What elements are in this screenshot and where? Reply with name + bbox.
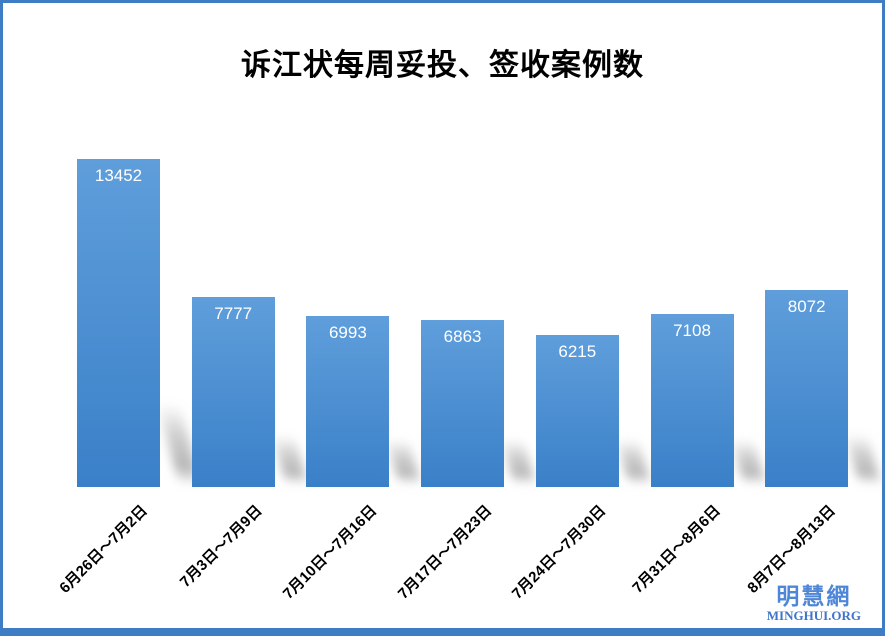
bar-value-label: 7777 — [214, 304, 253, 323]
bar: 6215 — [535, 335, 619, 487]
bar-shadow — [846, 434, 881, 483]
bar-shadow — [272, 435, 307, 483]
bar-shadow — [502, 439, 536, 483]
bar-shadow — [616, 439, 650, 483]
x-tick-label: 6月26日～7月2日 — [56, 502, 151, 597]
x-tick-label: 7月31日～8月6日 — [629, 502, 725, 597]
bar-value-label: 6215 — [558, 342, 597, 361]
bar: 6863 — [421, 320, 505, 487]
x-tick-label: 7月3日～7月9日 — [176, 502, 266, 591]
watermark-latin-text: MINGHUI.ORG — [766, 608, 861, 624]
minghui-watermark: 明慧網 MINGHUI.ORG — [767, 585, 861, 623]
x-tick-label: 8月7日～8月13日 — [744, 502, 839, 597]
bar: 8072 — [765, 290, 849, 487]
bar-shadow — [731, 439, 765, 483]
bar: 7108 — [650, 314, 734, 487]
bar-value-label: 13452 — [94, 166, 143, 185]
chart-title: 诉江状每周妥投、签收案例数 — [241, 48, 644, 83]
bar-shadow — [387, 439, 421, 483]
x-tick-label: 7月17日～7月23日 — [394, 502, 495, 603]
bar: 13452 — [77, 159, 160, 487]
bottom-accent-band — [0, 628, 885, 636]
bar-value-label: 8072 — [787, 297, 826, 316]
bar-value-label: 6863 — [443, 327, 482, 346]
watermark-cjk-text: 明慧網 — [776, 584, 852, 611]
bar: 7777 — [191, 297, 275, 487]
x-tick-label: 7月10日～7月16日 — [279, 502, 381, 603]
bar: 6993 — [306, 316, 390, 487]
x-tick-label: 7月24日～7月30日 — [509, 502, 610, 603]
bar-value-label: 7108 — [673, 321, 711, 340]
bar-value-label: 6993 — [328, 323, 367, 342]
